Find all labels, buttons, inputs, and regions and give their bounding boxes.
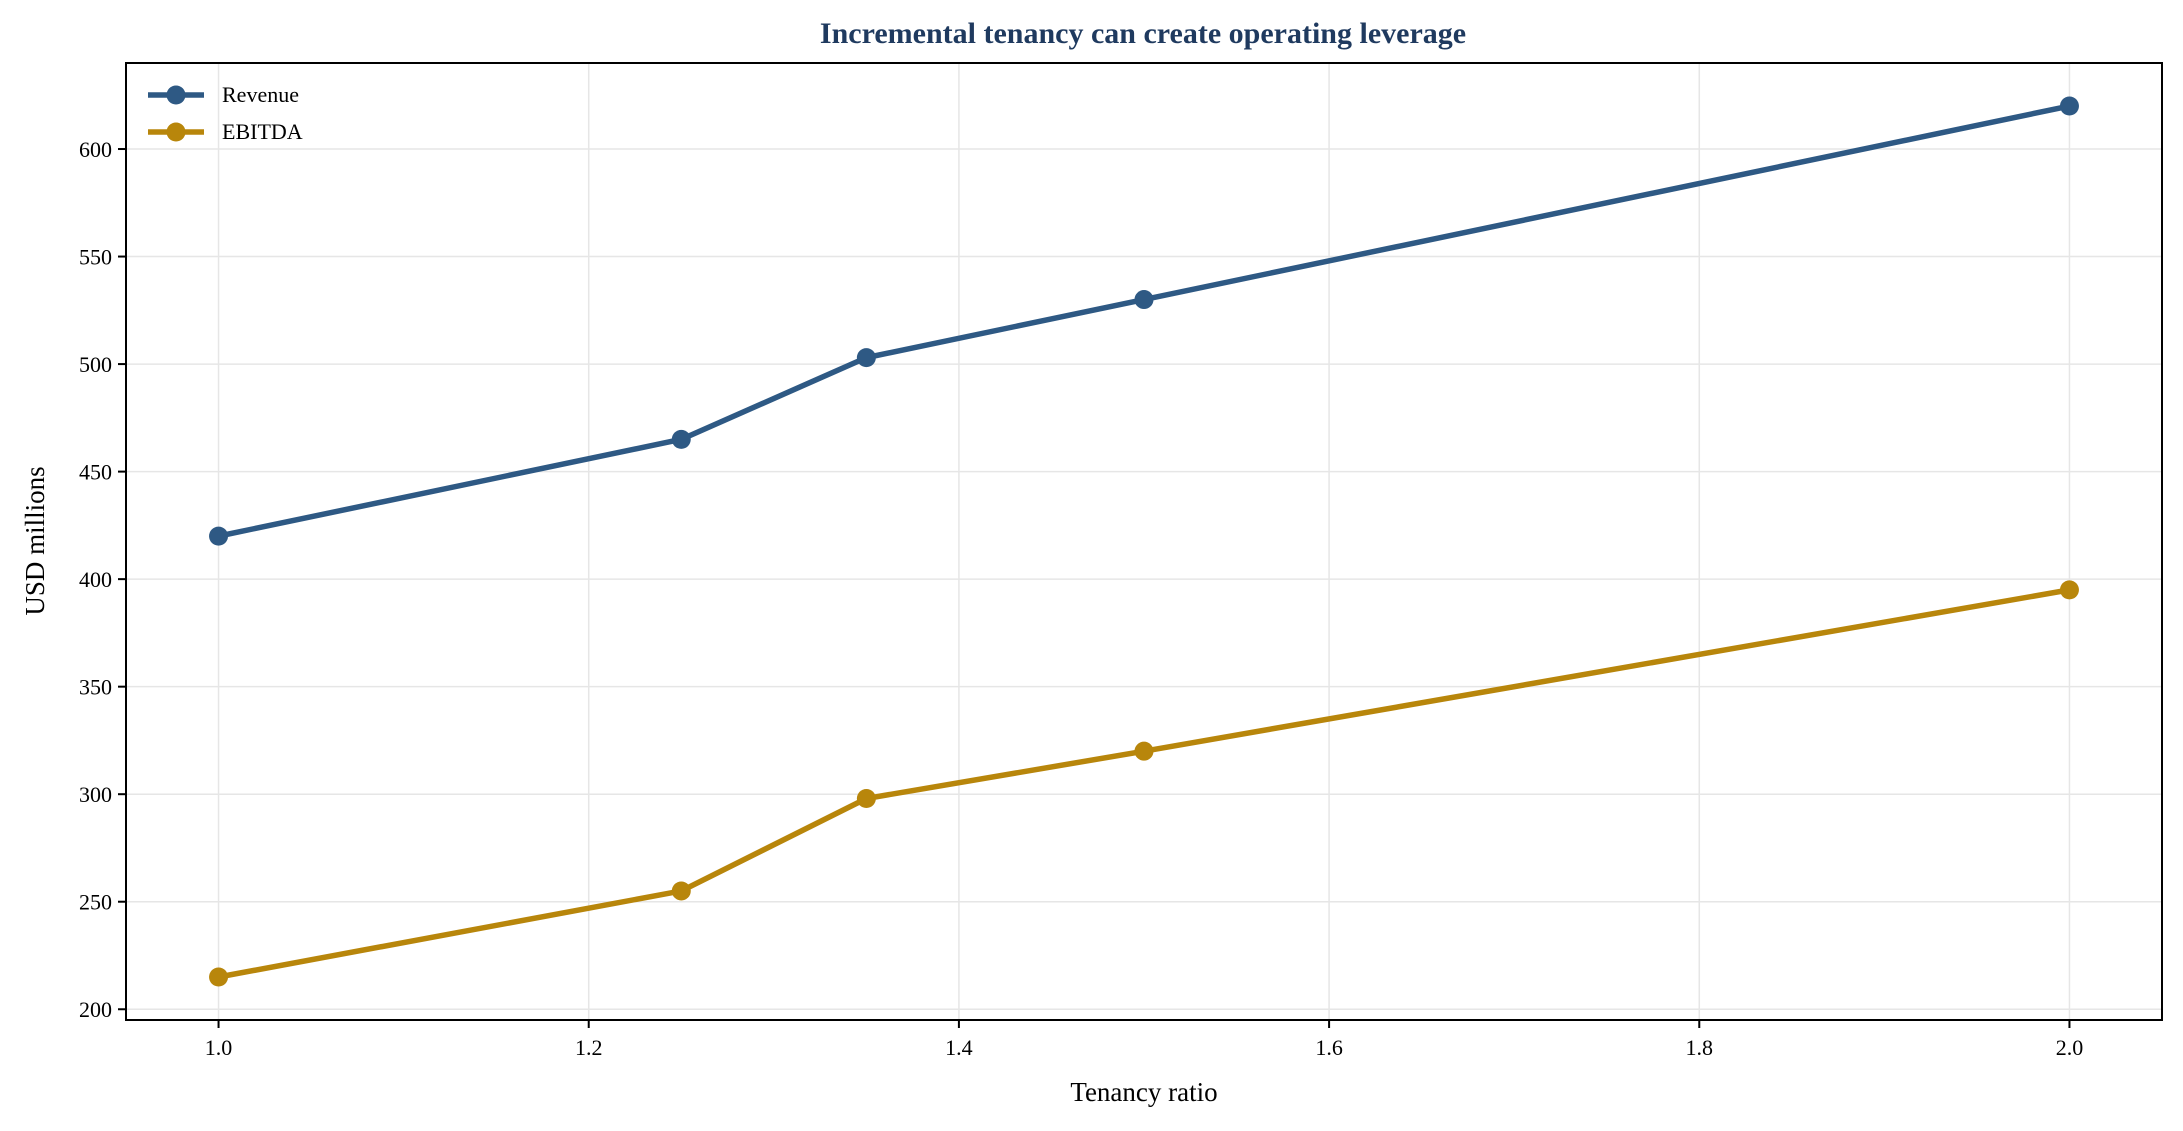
chart-title: Incremental tenancy can create operating… bbox=[820, 17, 1466, 50]
legend-swatch-marker bbox=[166, 85, 186, 105]
y-tick-label: 450 bbox=[79, 460, 112, 485]
ebitda-point bbox=[209, 967, 229, 987]
legend-item-ebitda: EBITDA bbox=[148, 119, 303, 144]
ebitda-point bbox=[856, 788, 876, 808]
y-tick-label: 300 bbox=[79, 782, 112, 807]
series-ebitda bbox=[209, 580, 2079, 987]
y-axis-label: USD millions bbox=[20, 466, 50, 615]
grid bbox=[126, 63, 2162, 1020]
legend-label: EBITDA bbox=[222, 119, 303, 144]
x-tick-label: 2.0 bbox=[2056, 1035, 2084, 1060]
y-tick-label: 200 bbox=[79, 997, 112, 1022]
ebitda-line bbox=[215, 587, 2073, 980]
axes: 1.0 1.2 1.4 1.6 1.8 2.0 200 250 300 350 400 450 500 5… bbox=[79, 137, 2083, 1060]
revenue-point bbox=[2059, 96, 2079, 116]
y-tick-label: 500 bbox=[79, 352, 112, 377]
legend: Revenue EBITDA bbox=[148, 82, 303, 144]
revenue-point bbox=[671, 429, 691, 449]
revenue-point bbox=[209, 526, 229, 546]
x-tick-label: 1.8 bbox=[1686, 1035, 1714, 1060]
y-tick-label: 350 bbox=[79, 675, 112, 700]
series-revenue bbox=[209, 96, 2079, 546]
legend-item-revenue: Revenue bbox=[148, 82, 299, 107]
x-tick-label: 1.2 bbox=[575, 1035, 603, 1060]
ebitda-point bbox=[1134, 741, 1154, 761]
legend-swatch-marker bbox=[166, 122, 186, 142]
y-tick-label: 250 bbox=[79, 890, 112, 915]
legend-label: Revenue bbox=[222, 82, 299, 107]
x-tick-label: 1.4 bbox=[945, 1035, 973, 1060]
y-tick-label: 400 bbox=[79, 567, 112, 592]
x-tick-label: 1.6 bbox=[1315, 1035, 1343, 1060]
x-tick-label: 1.0 bbox=[205, 1035, 233, 1060]
series-layer bbox=[209, 96, 2079, 987]
y-tick-label: 550 bbox=[79, 245, 112, 270]
ebitda-point bbox=[2059, 580, 2079, 600]
plot-frame bbox=[125, 62, 2163, 1021]
revenue-point bbox=[856, 348, 876, 368]
x-axis-label: Tenancy ratio bbox=[1070, 1077, 1217, 1107]
y-tick-label: 600 bbox=[79, 137, 112, 162]
revenue-point bbox=[1134, 290, 1154, 310]
ebitda-point bbox=[671, 881, 691, 901]
